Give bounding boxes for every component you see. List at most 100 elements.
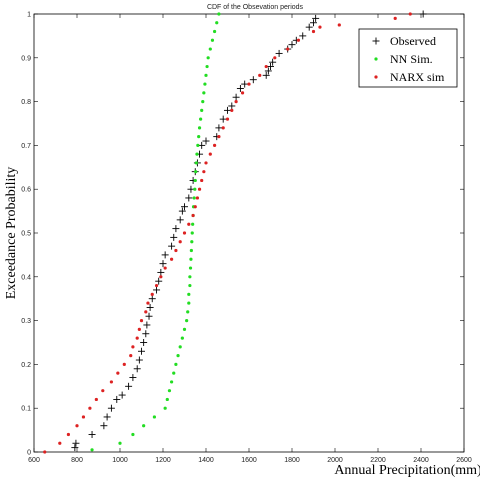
narx-sim-point <box>225 117 230 121</box>
nn-sim-point <box>205 64 209 69</box>
nn-sim-point <box>180 336 184 340</box>
narx-sim-point <box>75 424 79 428</box>
narx-sim-point <box>109 380 113 384</box>
narx-sim-point <box>146 301 150 305</box>
legend-marker-narx-sim <box>374 75 378 79</box>
nn-sim-point <box>204 73 208 77</box>
nn-sim-point <box>210 38 215 42</box>
narx-sim-point <box>170 257 174 261</box>
x-tick-label: 1000 <box>112 457 128 464</box>
legend-marker-nn-sim <box>374 57 378 61</box>
observed-point <box>267 63 274 71</box>
nn-sim-point <box>189 257 193 261</box>
nn-sim-point <box>182 327 187 331</box>
legend-label-narx-sim: NARX sim <box>390 70 445 84</box>
legend-label-observed: Observed <box>390 34 436 48</box>
series-narx-sim <box>43 12 412 454</box>
x-tick-label: 1200 <box>155 457 171 464</box>
observed-point <box>232 93 240 101</box>
observed-point <box>215 124 223 132</box>
x-tick-label: 1600 <box>241 457 257 464</box>
nn-sim-point <box>189 248 193 253</box>
y-tick-label: 0.6 <box>21 187 31 194</box>
nn-sim-point <box>178 345 182 349</box>
x-tick-label: 2400 <box>413 457 429 464</box>
nn-sim-point <box>187 301 191 305</box>
nn-sim-point <box>200 108 204 112</box>
axis-ticks: 600 800 1000 1200 1400 1600 1800 2000 2200 2400 26… <box>21 12 472 465</box>
y-tick-label: 0 <box>27 450 31 457</box>
narx-sim-point <box>43 450 47 454</box>
narx-sim-point <box>217 135 221 139</box>
observed-point <box>262 71 270 79</box>
observed-point <box>161 251 169 259</box>
nn-sim-point <box>217 12 221 16</box>
y-tick-label: 0.9 <box>21 55 31 62</box>
nn-sim-point <box>202 91 206 95</box>
nn-sim-point <box>190 231 194 235</box>
legend-items: Observed NN Sim. NARX sim <box>372 34 445 84</box>
narx-sim-point <box>94 397 98 402</box>
x-tick-label: 1800 <box>284 457 300 464</box>
observed-point <box>185 194 193 202</box>
observed-point <box>181 203 188 211</box>
nn-sim-point <box>187 292 191 296</box>
x-tick-label: 2000 <box>327 457 343 464</box>
observed-point <box>305 23 313 31</box>
nn-sim-point <box>213 29 217 34</box>
legend-item-narx-sim: NARX sim <box>374 70 445 84</box>
nn-sim-point <box>118 441 122 445</box>
nn-sim-point <box>215 21 219 25</box>
narx-sim-point <box>131 345 135 349</box>
nn-sim-point <box>208 47 212 51</box>
narx-sim-point <box>247 82 251 86</box>
observed-point <box>103 413 111 421</box>
observed-point <box>138 347 145 355</box>
narx-sim-point <box>234 100 238 104</box>
observed-point <box>219 115 227 123</box>
nn-sim-point <box>199 117 203 121</box>
observed-point <box>176 216 184 224</box>
observed-point <box>224 106 231 114</box>
narx-sim-point <box>150 292 154 296</box>
observed-point <box>172 225 180 233</box>
narx-sim-point <box>88 406 92 410</box>
narx-sim-point <box>135 336 139 340</box>
narx-sim-point <box>393 16 397 20</box>
observed-point <box>153 286 161 294</box>
observed-point <box>118 391 126 399</box>
observed-point <box>157 268 165 276</box>
x-axis-label: Annual Precipitation(mm) <box>334 463 480 478</box>
observed-point <box>419 10 427 18</box>
narx-sim-point <box>58 441 62 445</box>
nn-sim-point <box>197 126 202 130</box>
observed-point <box>241 80 249 88</box>
observed-point <box>100 422 108 430</box>
chart-title: CDF of the Obsevation periods <box>207 4 304 11</box>
narx-sim-point <box>296 38 301 42</box>
nn-sim-point <box>167 389 172 393</box>
nn-sim-point <box>186 310 190 314</box>
narx-sim-point <box>193 205 197 209</box>
nn-sim-point <box>203 82 207 86</box>
observed-point <box>133 365 141 373</box>
observed-point <box>140 339 148 346</box>
narx-sim-point <box>163 266 167 270</box>
nn-sim-point <box>192 196 196 200</box>
nn-sim-point <box>193 187 197 191</box>
x-tick-label: 2200 <box>370 457 386 464</box>
observed-point <box>143 321 151 329</box>
nn-sim-point <box>206 56 210 60</box>
narx-sim-point <box>174 248 178 253</box>
nn-sim-point <box>196 143 200 147</box>
nn-sim-point <box>188 283 192 288</box>
observed-point <box>107 404 115 412</box>
narx-sim-point <box>129 354 133 358</box>
observed-point <box>288 41 296 49</box>
narx-sim-point <box>213 143 217 147</box>
observed-point <box>148 295 156 303</box>
nn-sim-point <box>165 397 169 402</box>
nn-sim-point <box>142 424 146 428</box>
observed-point <box>155 277 163 285</box>
